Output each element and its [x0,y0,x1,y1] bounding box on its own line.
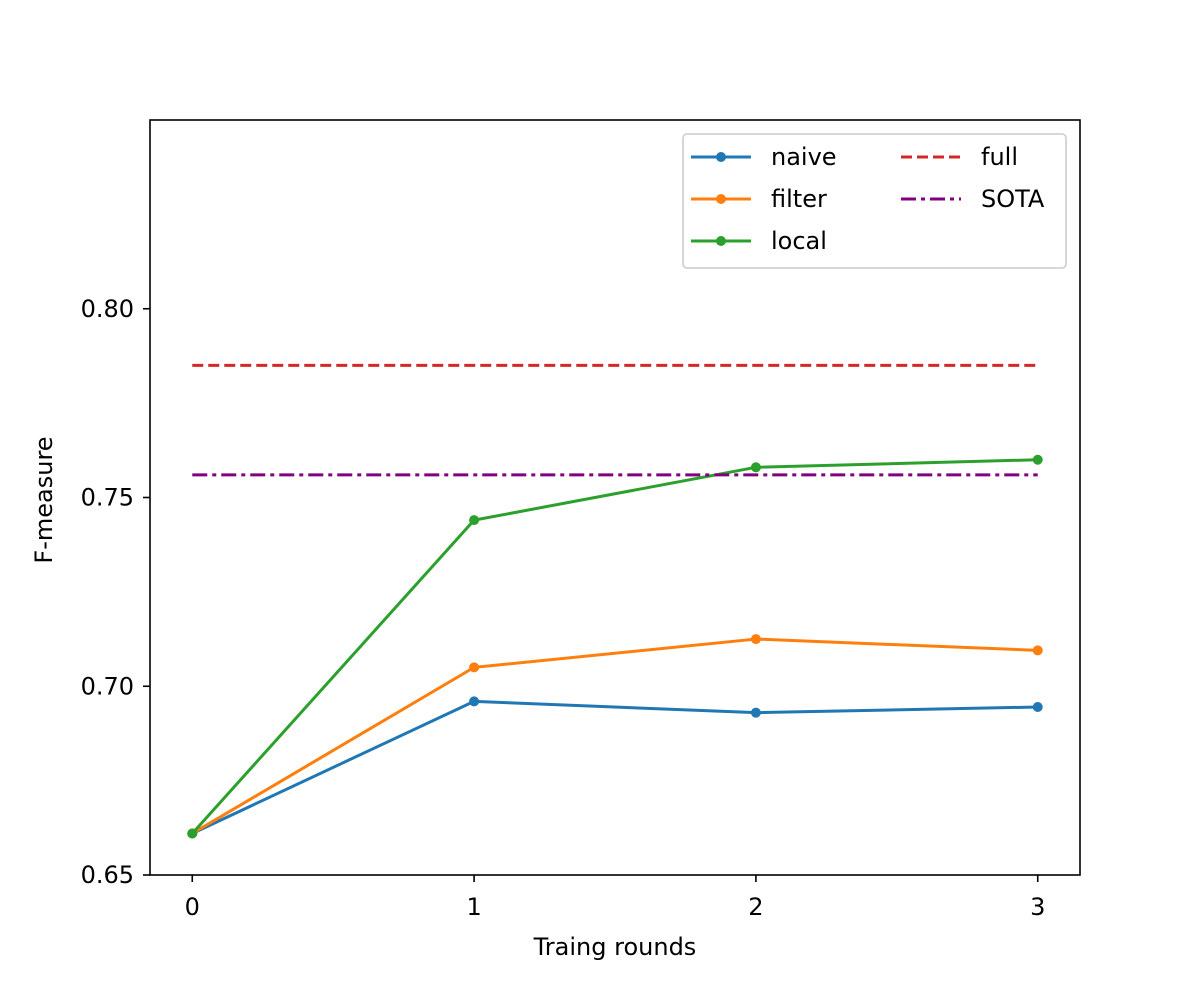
series-line-local [191,458,1038,835]
data-point-filter [469,662,480,673]
legend-label-sota: SOTA [981,185,1045,213]
x-tick-label: 0 [185,893,200,921]
x-axis-label: Traing rounds [533,933,697,961]
data-point-filter [750,634,761,645]
y-tick-label: 0.75 [81,484,134,512]
legend-label-filter: filter [771,185,827,213]
y-tick-label: 0.80 [81,295,134,323]
series-line-naive [191,699,1038,835]
legend-marker-local [716,236,726,246]
data-point-local [187,828,198,839]
x-tick-label: 1 [466,893,481,921]
legend-marker-naive [716,152,726,162]
data-point-naive [750,707,761,718]
x-tick-label: 2 [748,893,763,921]
data-point-filter [1032,645,1043,656]
y-axis-ticks: 0.65 0.70 0.75 0.80 [81,295,150,889]
data-point-local [469,515,480,526]
legend: naive filter local full SOTA [682,133,1067,269]
series-layer [187,363,1043,839]
data-point-local [1032,454,1043,465]
legend-box [682,133,1067,269]
data-point-naive [469,696,480,707]
legend-label-full: full [981,143,1018,171]
y-tick-label: 0.70 [81,672,134,700]
x-axis-ticks: 0 1 2 3 [185,875,1045,921]
legend-label-naive: naive [771,143,837,171]
y-axis-label: F-measure [30,436,58,563]
y-tick-label: 0.65 [81,861,134,889]
series-line-filter [191,637,1038,835]
data-point-naive [1032,702,1043,713]
data-point-local [750,462,761,473]
legend-marker-filter [716,194,726,204]
legend-label-local: local [771,227,827,255]
x-tick-label: 3 [1030,893,1045,921]
